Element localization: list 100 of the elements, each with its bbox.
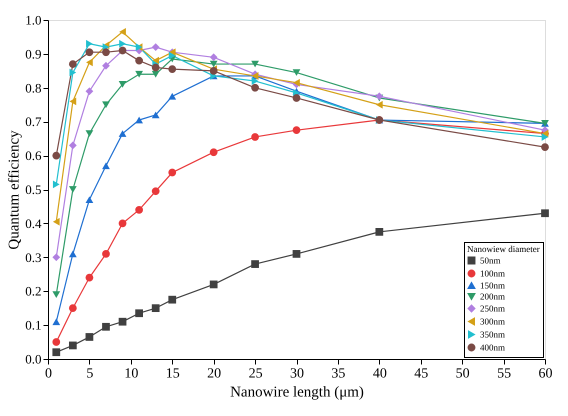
x-tick-label: 25 [248, 366, 263, 382]
point [135, 116, 143, 124]
y-tick-label: 0.5 [25, 182, 42, 197]
point [68, 250, 77, 258]
point [210, 148, 218, 156]
y-tick-label: 0.4 [25, 216, 42, 231]
point [251, 60, 259, 68]
point [292, 94, 300, 102]
y-tick-label: 0.0 [25, 352, 42, 366]
x-tick-label: 40 [372, 366, 387, 382]
point [52, 338, 60, 346]
y-tick-label: 0.7 [25, 114, 42, 130]
y-tick-label: 0.1 [25, 318, 42, 333]
y-tick-label: 0.8 [25, 80, 42, 96]
point [210, 280, 218, 288]
point [251, 260, 259, 268]
point [251, 84, 259, 92]
point [52, 318, 60, 326]
point [86, 40, 93, 48]
point [86, 196, 94, 204]
point [118, 130, 126, 137]
point [292, 126, 300, 134]
x-tick-label: 55 [497, 366, 512, 382]
x-tick-label: 10 [124, 366, 138, 382]
point [152, 43, 160, 51]
legend-label: 250nm [480, 304, 506, 314]
point [118, 220, 126, 228]
point [52, 180, 60, 188]
point [375, 228, 384, 236]
point [168, 92, 176, 100]
legend-title: Nanowiew diameter [467, 244, 540, 254]
point [52, 291, 60, 298]
legend-label: 50nm [480, 256, 501, 266]
legend-label: 400nm [480, 342, 506, 352]
point [86, 130, 94, 137]
legend-label: 150nm [480, 280, 506, 290]
point [86, 87, 94, 96]
y-tick-label: 1.0 [25, 12, 42, 28]
y-tick-label: 0.6 [25, 148, 42, 164]
x-axis-title: Nanowire length (μm) [230, 384, 364, 400]
point [102, 101, 110, 108]
point [135, 56, 143, 65]
point [292, 250, 300, 258]
x-tick-label: 35 [331, 366, 346, 382]
legend-label: 300nm [480, 316, 506, 326]
point [118, 81, 126, 88]
point [69, 68, 76, 76]
point [68, 304, 77, 312]
y-tick-label: 0.9 [25, 46, 42, 62]
point [542, 133, 548, 141]
y-axis-title: Quantum efficiency [6, 130, 22, 250]
point [152, 64, 160, 72]
point [102, 48, 110, 56]
point [252, 77, 258, 85]
point [68, 142, 77, 150]
point [210, 53, 218, 62]
point [52, 253, 60, 262]
point [541, 209, 549, 218]
x-tick-label: 60 [538, 366, 552, 382]
point [86, 58, 93, 66]
legend-label: 200nm [480, 292, 506, 302]
point [118, 318, 126, 326]
point [102, 162, 110, 170]
point [152, 304, 160, 312]
point [102, 62, 110, 70]
point [102, 250, 110, 258]
point [68, 342, 77, 350]
point [135, 70, 143, 78]
point [168, 65, 176, 74]
x-tick-label: 50 [456, 366, 470, 382]
point [135, 206, 143, 214]
y-tick-label: 0.3 [25, 250, 42, 265]
x-tick-label: 45 [414, 366, 428, 382]
point [69, 97, 76, 106]
point [375, 92, 384, 100]
point [152, 112, 160, 118]
point [102, 322, 110, 331]
point [135, 309, 143, 318]
point [376, 100, 383, 109]
point [86, 48, 94, 56]
point [86, 274, 94, 282]
x-tick-label: 5 [86, 366, 94, 382]
point [251, 133, 259, 141]
point [86, 333, 94, 341]
point [119, 28, 126, 36]
legend-label: 350nm [480, 330, 506, 340]
point [52, 348, 60, 356]
point [68, 60, 77, 68]
x-tick-label: 30 [290, 366, 304, 382]
point [541, 143, 549, 151]
y-tick-label: 0.2 [25, 284, 42, 299]
point [52, 152, 60, 160]
point [168, 52, 176, 60]
x-tick-label: 0 [45, 366, 52, 382]
point [119, 40, 126, 48]
point [152, 187, 160, 196]
point [292, 69, 300, 76]
point [168, 296, 176, 304]
x-tick-label: 15 [166, 366, 180, 382]
x-tick-label: 20 [207, 366, 222, 382]
